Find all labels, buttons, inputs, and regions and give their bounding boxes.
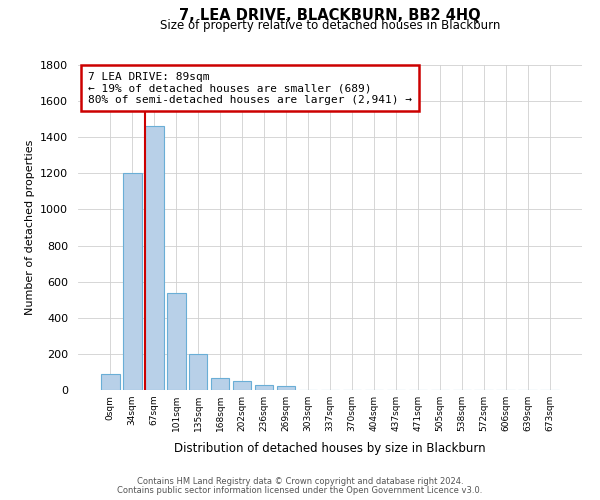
Text: 7 LEA DRIVE: 89sqm
← 19% of detached houses are smaller (689)
80% of semi-detach: 7 LEA DRIVE: 89sqm ← 19% of detached hou… (88, 72, 412, 104)
X-axis label: Distribution of detached houses by size in Blackburn: Distribution of detached houses by size … (174, 442, 486, 456)
Text: Contains public sector information licensed under the Open Government Licence v3: Contains public sector information licen… (118, 486, 482, 495)
Bar (145, 126, 164, 390)
Bar (123, 174, 142, 390)
Bar (277, 386, 295, 390)
Bar (167, 292, 185, 390)
Bar (189, 354, 208, 390)
Bar (233, 382, 251, 390)
Bar (101, 374, 119, 390)
Y-axis label: Number of detached properties: Number of detached properties (25, 140, 35, 315)
Bar (255, 384, 274, 390)
Text: Size of property relative to detached houses in Blackburn: Size of property relative to detached ho… (160, 20, 500, 32)
Text: 7, LEA DRIVE, BLACKBURN, BB2 4HQ: 7, LEA DRIVE, BLACKBURN, BB2 4HQ (179, 8, 481, 22)
Bar (211, 378, 229, 390)
Text: Contains HM Land Registry data © Crown copyright and database right 2024.: Contains HM Land Registry data © Crown c… (137, 478, 463, 486)
